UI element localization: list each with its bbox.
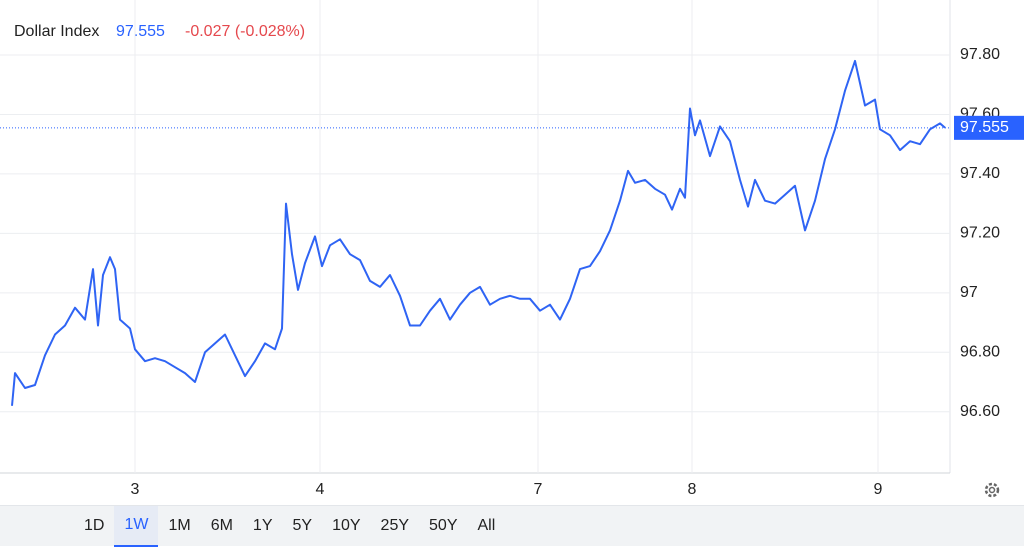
chart: Dollar Index 97.555 -0.027 (-0.028%) 96.… — [0, 0, 1024, 498]
range-button[interactable]: All — [467, 506, 505, 547]
x-tick-label: 3 — [131, 481, 140, 498]
price-change: -0.027 (-0.028%) — [185, 23, 305, 40]
settings-icon[interactable] — [984, 482, 1000, 498]
range-selector: 1D 1W 1M 6M 1Y 5Y 10Y 25Y 50Y All — [0, 505, 1024, 547]
x-tick-label: 7 — [534, 481, 543, 498]
x-tick-label: 4 — [316, 481, 325, 498]
range-button[interactable]: 10Y — [322, 506, 370, 547]
y-tick-label: 97 — [960, 284, 978, 301]
x-tick-label: 9 — [874, 481, 883, 498]
range-button[interactable]: 6M — [201, 506, 243, 547]
y-tick-label: 97.20 — [960, 225, 1000, 242]
y-tick-label: 96.60 — [960, 403, 1000, 420]
range-button[interactable]: 50Y — [419, 506, 467, 547]
range-button[interactable]: 1W — [114, 505, 159, 547]
range-button[interactable]: 5Y — [283, 506, 323, 547]
last-price-label: 97.555 — [960, 119, 1009, 136]
range-button[interactable]: 1Y — [243, 506, 283, 547]
range-button[interactable]: 1M — [158, 506, 200, 547]
range-button[interactable]: 25Y — [371, 506, 419, 547]
last-price-box — [954, 115, 1024, 140]
y-tick-label: 97.80 — [960, 46, 1000, 63]
range-button[interactable]: 1D — [74, 506, 114, 547]
y-tick-label: 97.40 — [960, 165, 1000, 182]
last-price: 97.555 — [116, 23, 165, 40]
price-line — [11, 59, 946, 406]
chart-title: Dollar Index — [14, 23, 99, 40]
x-tick-label: 8 — [688, 481, 697, 498]
y-tick-label: 96.80 — [960, 344, 1000, 361]
